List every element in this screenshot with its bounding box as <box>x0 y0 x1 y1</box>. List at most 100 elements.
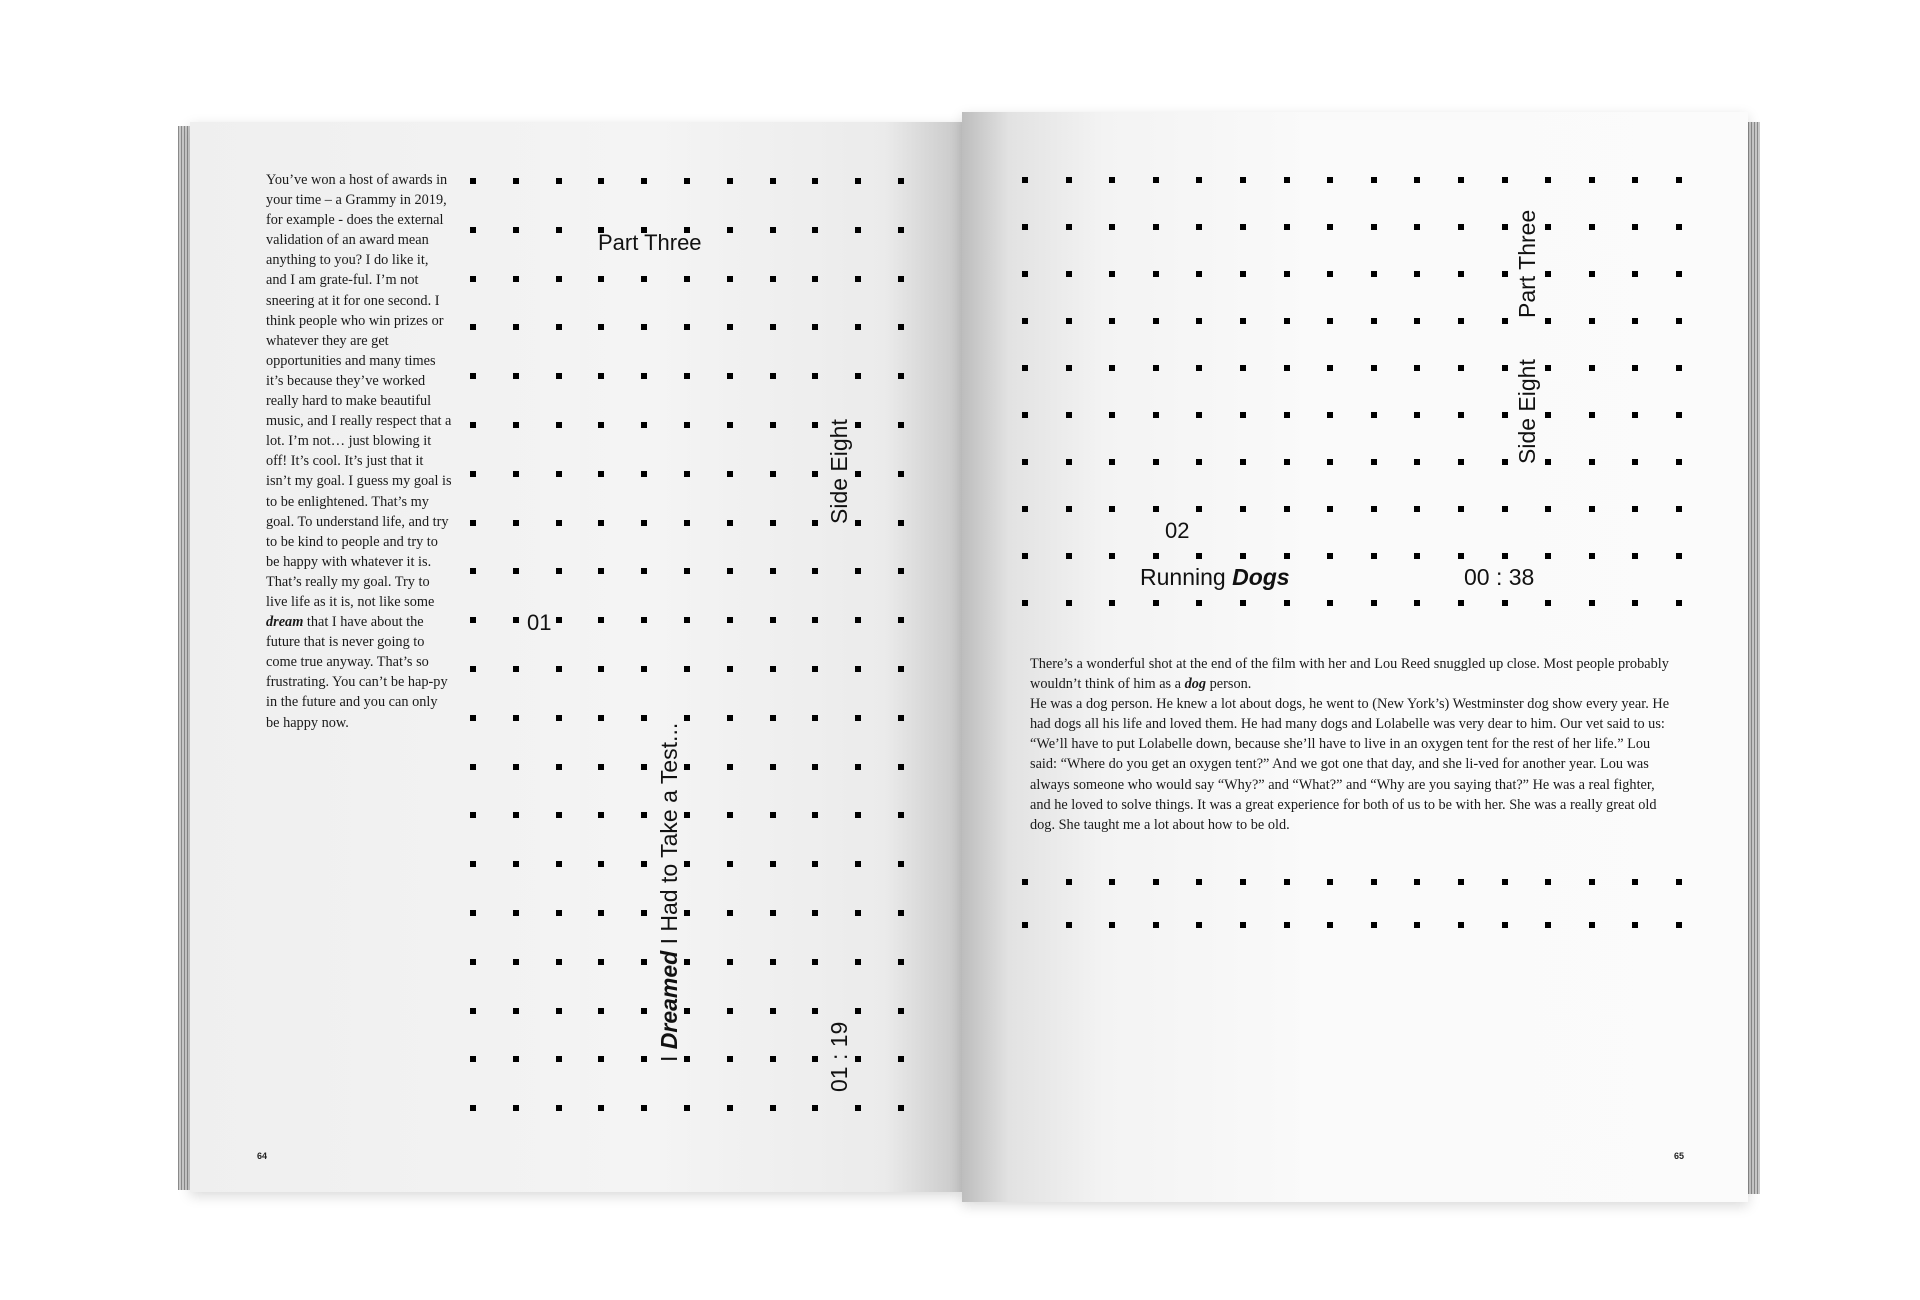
grid-dot <box>1545 553 1552 559</box>
left-track-number: 01 <box>527 610 552 635</box>
grid-dot <box>1588 412 1595 418</box>
grid-dot <box>726 1007 733 1014</box>
grid-dot <box>898 910 904 916</box>
grid-dot <box>512 861 519 868</box>
grid-dot <box>1414 600 1421 606</box>
grid-dot <box>1109 177 1116 183</box>
grid-dot <box>898 422 904 428</box>
grid-dot <box>1109 271 1116 277</box>
grid-dot <box>726 666 733 672</box>
title-emphasis: Dogs <box>1232 564 1290 590</box>
grid-dot <box>1109 412 1116 418</box>
grid-dot <box>555 373 562 380</box>
grid-dot <box>598 226 605 233</box>
grid-dot <box>1632 271 1639 277</box>
grid-dot <box>1109 224 1116 230</box>
grid-dot <box>1588 224 1595 230</box>
grid-dot <box>1240 506 1246 512</box>
grid-dot <box>1676 879 1682 885</box>
grid-dot <box>641 226 648 233</box>
grid-dot <box>769 1007 776 1014</box>
grid-dot <box>1327 506 1334 512</box>
grid-dot <box>769 470 776 477</box>
grid-dot <box>555 617 562 624</box>
grid-dot <box>684 958 690 965</box>
grid-dot <box>1065 922 1072 928</box>
grid-dot <box>684 226 690 233</box>
grid-dot <box>1065 318 1072 324</box>
grid-dot <box>726 470 733 477</box>
grid-dot <box>898 714 904 721</box>
grid-dot <box>1588 922 1595 928</box>
grid-dot <box>641 958 648 965</box>
grid-dot <box>1327 318 1334 324</box>
grid-dot <box>726 373 733 380</box>
grid-dot <box>898 178 904 184</box>
grid-dot <box>769 422 776 428</box>
grid-dot <box>1676 459 1682 465</box>
paragraph: He was a dog person. He knew a lot about… <box>1030 696 1670 833</box>
grid-dot <box>470 519 476 526</box>
paragraph: There’s a wonderful shot at the end of t… <box>1030 654 1678 694</box>
grid-dot <box>855 1007 862 1014</box>
grid-dot <box>855 958 862 965</box>
grid-dot <box>1240 224 1246 230</box>
grid-dot <box>726 1105 733 1112</box>
grid-dot <box>898 275 904 282</box>
grid-dot <box>470 958 476 965</box>
grid-dot <box>555 275 562 282</box>
grid-dot <box>555 861 562 868</box>
grid-dot <box>855 422 862 428</box>
grid-dot <box>855 373 862 380</box>
grid-dot <box>1370 879 1377 885</box>
grid-dot <box>1152 922 1159 928</box>
left-duration: 01 : 19 <box>826 1021 852 1092</box>
grid-dot <box>598 666 605 672</box>
grid-dot <box>855 617 862 624</box>
text-segment: person. <box>1206 676 1252 693</box>
grid-dot <box>769 666 776 672</box>
grid-dot <box>1152 271 1159 277</box>
grid-dot <box>1283 412 1290 418</box>
grid-dot <box>1501 177 1508 183</box>
grid-dot <box>855 812 862 819</box>
grid-dot <box>1414 224 1421 230</box>
grid-dot <box>1632 365 1639 371</box>
grid-dot <box>1283 553 1290 559</box>
grid-dot <box>769 324 776 331</box>
grid-dot <box>1196 177 1203 183</box>
grid-dot <box>1022 600 1028 606</box>
grid-dot <box>512 470 519 477</box>
grid-dot <box>470 568 476 575</box>
grid-dot <box>1370 224 1377 230</box>
grid-dot <box>641 324 648 331</box>
grid-dot <box>812 617 819 624</box>
grid-dot <box>769 373 776 380</box>
grid-dot <box>512 1007 519 1014</box>
grid-dot <box>598 812 605 819</box>
grid-dot <box>1022 506 1028 512</box>
grid-dot <box>1676 224 1682 230</box>
grid-dot <box>812 812 819 819</box>
grid-dot <box>641 714 648 721</box>
grid-dot <box>512 324 519 331</box>
right-body-text: There’s a wonderful shot at the end of t… <box>1030 654 1678 835</box>
grid-dot <box>1458 553 1464 559</box>
grid-dot <box>726 812 733 819</box>
grid-dot <box>1632 922 1639 928</box>
grid-dot <box>1588 177 1595 183</box>
grid-dot <box>1022 553 1028 559</box>
grid-dot <box>1196 224 1203 230</box>
grid-dot <box>812 178 819 184</box>
grid-dot <box>769 519 776 526</box>
grid-dot <box>769 910 776 916</box>
grid-dot <box>1676 318 1682 324</box>
grid-dot <box>512 568 519 575</box>
grid-dot <box>1327 412 1334 418</box>
grid-dot <box>1632 318 1639 324</box>
grid-dot <box>598 470 605 477</box>
grid-dot <box>1022 271 1028 277</box>
grid-dot <box>512 812 519 819</box>
grid-dot <box>1283 271 1290 277</box>
grid-dot <box>1327 879 1334 885</box>
